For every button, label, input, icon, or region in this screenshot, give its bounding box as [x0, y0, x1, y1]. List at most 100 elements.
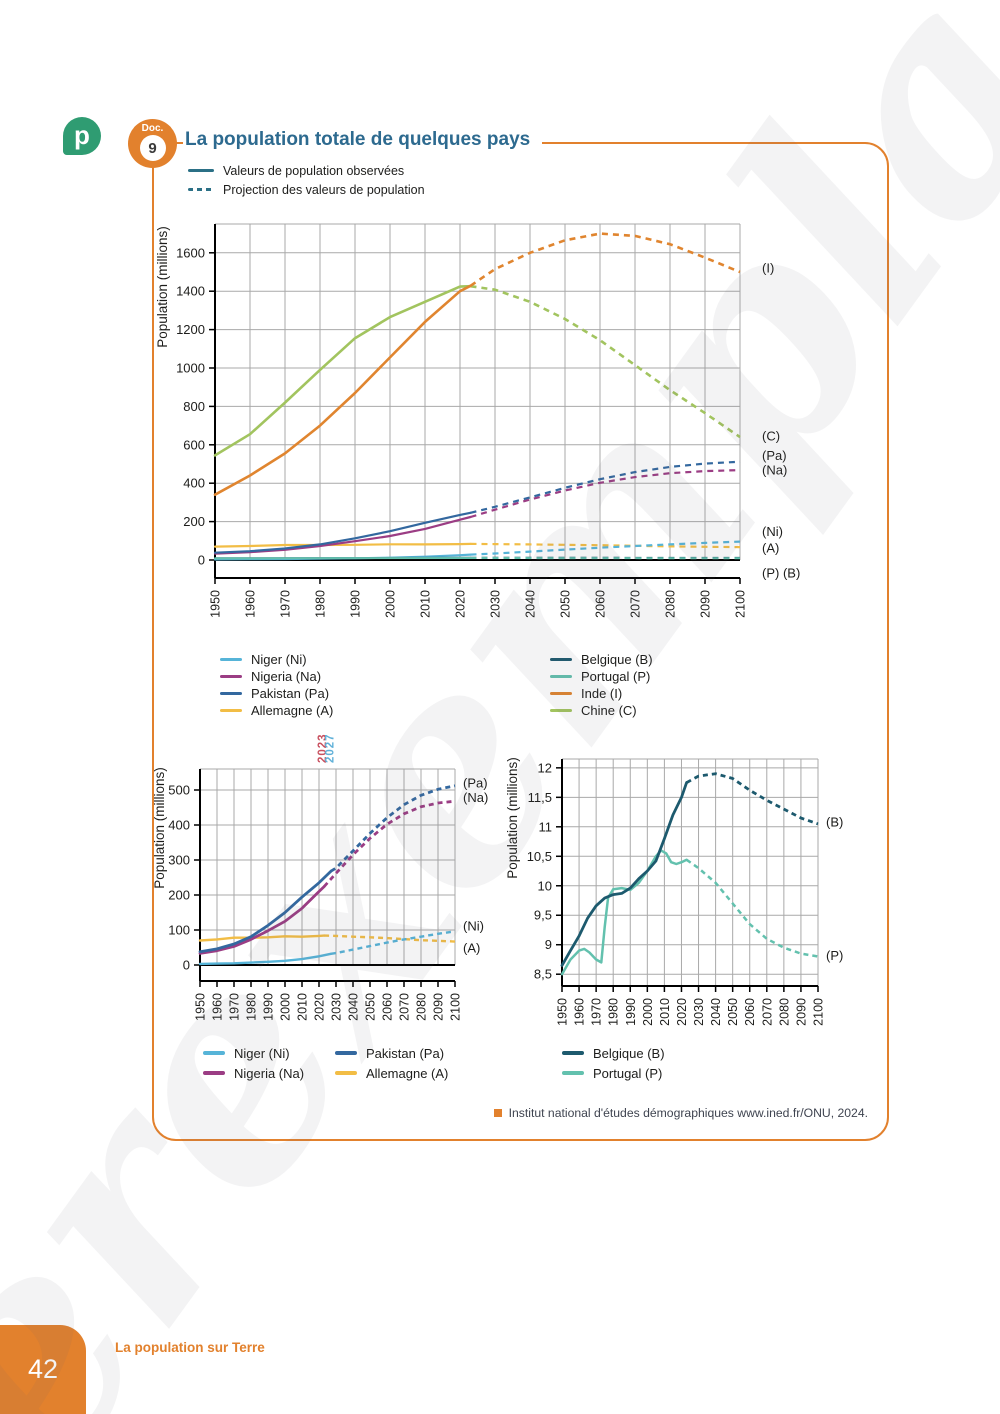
x-tick-label: 2070: [760, 998, 774, 1026]
x-tick-label: 2050: [364, 993, 378, 1021]
y-tick-label: 600: [183, 437, 205, 452]
series-end-label: (Ni): [762, 524, 783, 539]
x-tick-label: 2010: [296, 993, 310, 1021]
series-projection-Portugal (P): [685, 858, 819, 958]
series-projection-Pakistan (Pa): [330, 784, 456, 873]
y-tick-label: 400: [168, 818, 190, 833]
x-tick-label: 2060: [594, 590, 608, 618]
series-end-label: (I): [762, 261, 774, 276]
y-tick-label: 10: [538, 878, 552, 893]
x-tick-label: 2010: [419, 590, 433, 618]
series-observed-Niger (Ni): [198, 952, 333, 966]
x-tick-label: 1980: [607, 998, 621, 1026]
series-observed-Chine (C): [213, 284, 472, 457]
main-legend-col2: Belgique (B) Portugal (P) Inde (I) Chine (C…: [550, 651, 880, 719]
legend-swatch: [550, 708, 572, 713]
y-tick-label: 1600: [176, 245, 205, 260]
x-tick-label: 2040: [347, 993, 361, 1021]
x-tick-label: 1990: [262, 993, 276, 1021]
series-end-label: (Pa): [762, 448, 787, 463]
series-projection-Nigeria (Na): [323, 799, 456, 888]
x-tick-label: 1970: [279, 590, 293, 618]
x-tick-label: 2020: [675, 998, 689, 1026]
legend-item: Niger (Ni): [203, 1043, 335, 1063]
x-tick-label: 2040: [524, 590, 538, 618]
legend-label: Belgique (B): [581, 652, 653, 667]
x-tick-label: 2090: [432, 993, 446, 1021]
legend-observed: Valeurs de population observées: [188, 161, 425, 180]
x-tick-label: 2030: [692, 998, 706, 1026]
legend-item: Inde (I): [550, 685, 880, 702]
x-tick-label: 1990: [624, 998, 638, 1026]
x-tick-label: 2050: [559, 590, 573, 618]
publisher-logo-letter: p: [74, 120, 90, 150]
x-tick-label: 1980: [314, 590, 328, 618]
annotation-year: 2023: [317, 733, 329, 763]
legend-swatch: [220, 657, 242, 662]
y-axis-label: Population (millions): [155, 226, 170, 348]
x-tick-label: 2090: [699, 590, 713, 618]
series-end-label: (Pa): [463, 776, 488, 791]
x-tick-label: 2000: [384, 590, 398, 618]
x-tick-label: 2100: [812, 998, 826, 1026]
x-tick-label: 2060: [743, 998, 757, 1026]
main-chart-legend: Niger (Ni) Nigeria (Na) Pakistan (Pa) Allem…: [220, 651, 880, 719]
series-end-label: (A): [463, 941, 480, 956]
x-tick-label: 1950: [209, 590, 223, 618]
y-tick-label: 500: [168, 783, 190, 798]
legend-swatch: [220, 708, 242, 713]
footer-chapter-title: La population sur Terre: [115, 1340, 265, 1355]
series-end-label: (A): [762, 541, 779, 556]
x-tick-label: 2100: [449, 993, 463, 1021]
source-line: Institut national d'études démographique…: [493, 1106, 868, 1120]
main-population-chart: 0 200 400 600 800 1000 1200 1400 1600 1950 1960 197…: [155, 223, 800, 618]
series-projection-Pakistan (Pa): [470, 460, 741, 514]
legend-swatch: [550, 657, 572, 662]
y-tick-label: 0: [183, 958, 190, 973]
left-legend-col1: Niger (Ni) Nigeria (Na): [203, 1043, 335, 1083]
y-tick-label: 9: [545, 937, 552, 952]
legend-swatch: [550, 691, 572, 696]
legend-item: Pakistan (Pa): [335, 1043, 467, 1063]
x-tick-label: 2090: [794, 998, 808, 1026]
y-tick-label: 0: [198, 553, 205, 568]
series-observed-Inde (I): [213, 284, 472, 496]
legend-item: Pakistan (Pa): [220, 685, 550, 702]
y-tick-label: 200: [168, 888, 190, 903]
x-tick-label: 1950: [556, 998, 570, 1026]
x-tick-label: 1960: [211, 993, 225, 1021]
legend-swatch: [220, 674, 242, 679]
series-projection-Chine (C): [470, 284, 741, 439]
legend-label: Portugal (P): [581, 669, 651, 684]
x-tick-label: 1950: [194, 993, 208, 1021]
legend-label: Belgique (B): [593, 1045, 665, 1061]
x-tick-label: 1960: [573, 998, 587, 1026]
x-tick-label: 2070: [629, 590, 643, 618]
x-tick-label: 1960: [244, 590, 258, 618]
legend-observed-label: Valeurs de population observées: [223, 163, 405, 178]
legend-swatch: [562, 1051, 584, 1055]
legend-label: Nigeria (Na): [251, 669, 322, 684]
x-tick-label: 2010: [658, 998, 672, 1026]
legend-label: Allemagne (A): [251, 703, 334, 718]
series-end-label: (P): [826, 948, 843, 963]
series-end-label: (B): [826, 815, 843, 830]
y-axis-label: Population (millions): [152, 767, 167, 889]
series-end-label: (P) (B): [762, 566, 800, 581]
left-legend-col2: Pakistan (Pa) Allemagne (A): [335, 1043, 467, 1083]
legend-label: Pakistan (Pa): [251, 686, 330, 701]
series-end-label: (C): [762, 429, 780, 444]
x-tick-label: 1990: [349, 590, 363, 618]
legend-item: Nigeria (Na): [203, 1063, 335, 1083]
source-text: Institut national d'études démographique…: [508, 1106, 868, 1120]
legend-label: Nigeria (Na): [234, 1065, 305, 1081]
x-tick-label: 2030: [489, 590, 503, 618]
legend-label: Pakistan (Pa): [366, 1045, 445, 1061]
africa-europe-population-chart: 0 100 200 300 400 500 1950 1960 1970 1980 1990 2000…: [152, 733, 488, 1021]
series-projection-Inde (I): [469, 232, 741, 287]
legend-swatch: [550, 674, 572, 679]
y-tick-label: 9,5: [534, 908, 552, 923]
series-projection-Allemagne (A): [470, 542, 741, 549]
right-chart-legend: Belgique (B) Portugal (P): [562, 1043, 665, 1083]
observed-line-swatch: [188, 168, 214, 173]
